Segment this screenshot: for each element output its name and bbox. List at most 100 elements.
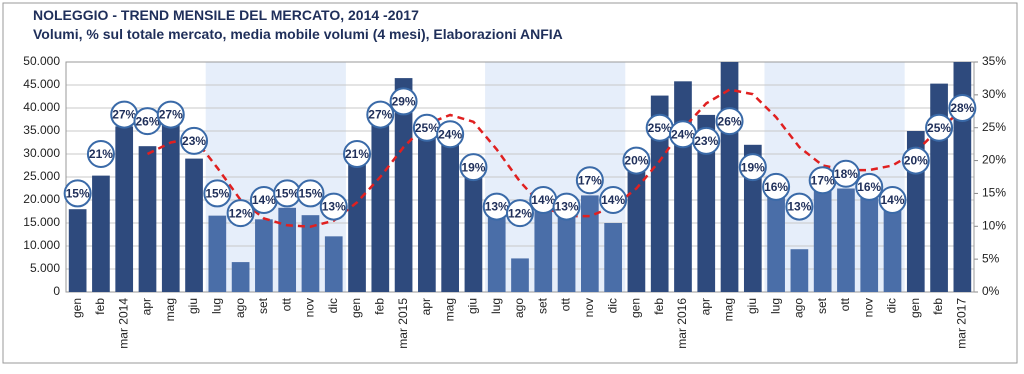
share-marker <box>226 199 255 228</box>
share-marker <box>459 153 488 182</box>
x-tick-label: set <box>815 297 829 314</box>
y-tick-label: 35.000 <box>23 123 60 137</box>
bar <box>92 175 110 292</box>
share-marker <box>575 166 604 195</box>
share-label: 26% <box>718 114 742 128</box>
share-label: 13% <box>787 200 811 214</box>
x-tick-label: ott <box>279 297 293 311</box>
x-tick-label: nov <box>582 298 596 317</box>
share-label: 19% <box>461 160 485 174</box>
share-marker <box>86 140 115 168</box>
share-label: 25% <box>415 121 439 135</box>
share-label: 13% <box>555 200 579 214</box>
share-label: 24% <box>438 127 462 141</box>
share-marker <box>156 100 185 129</box>
x-tick-label: feb <box>372 298 386 315</box>
bar <box>441 133 460 292</box>
y-tick-label: 5.000 <box>30 261 60 275</box>
share-label: 21% <box>89 147 113 161</box>
share-marker <box>622 146 651 175</box>
share-label: 28% <box>950 101 974 115</box>
y-tick-label: 15.000 <box>23 215 60 229</box>
bar <box>860 197 879 292</box>
share-label: 23% <box>182 134 206 148</box>
x-tick-label: lug <box>489 298 503 314</box>
x-tick-label: ago <box>512 298 526 318</box>
bar <box>464 165 483 292</box>
share-label: 14% <box>252 193 276 207</box>
x-tick-label: mar 2016 <box>675 298 689 349</box>
y-tick-label: 45.000 <box>23 77 60 91</box>
share-label: 23% <box>694 134 718 148</box>
bar <box>720 62 739 292</box>
share-label: 29% <box>392 95 416 109</box>
share-marker <box>389 87 418 116</box>
y2-tick-label: 20% <box>982 153 1006 167</box>
bar <box>557 216 576 292</box>
x-tick-label: ott <box>559 297 573 311</box>
x-tick-label: lug <box>768 298 782 314</box>
x-tick-label: mar 2015 <box>396 298 410 349</box>
share-marker <box>762 172 791 201</box>
x-tick-label: giu <box>745 298 759 314</box>
share-label: 14% <box>531 193 555 207</box>
share-marker <box>855 172 884 201</box>
x-tick-label: mag <box>442 298 456 321</box>
y-tick-label: 20.000 <box>23 192 60 206</box>
share-marker <box>436 120 465 149</box>
y-tick-label: 0 <box>53 284 60 298</box>
share-marker <box>925 113 954 142</box>
y2-tick-label: 35% <box>982 54 1006 68</box>
x-tick-label: gen <box>349 298 363 318</box>
x-tick-label: feb <box>93 298 107 315</box>
share-label: 21% <box>345 147 369 161</box>
share-label: 20% <box>904 154 928 168</box>
share-label: 26% <box>135 114 159 128</box>
bar <box>324 236 343 292</box>
bar <box>278 207 297 292</box>
bar <box>371 121 390 292</box>
x-tick-label: ago <box>233 298 247 318</box>
x-tick-label: nov <box>303 298 317 317</box>
x-tick-label: dic <box>326 298 340 313</box>
x-tick-label: set <box>535 297 549 314</box>
share-label: 12% <box>508 206 532 220</box>
x-tick-label: giu <box>186 298 200 314</box>
x-tick-label: lug <box>210 298 224 314</box>
x-tick-label: apr <box>419 298 433 315</box>
share-label: 17% <box>578 173 602 187</box>
x-tick-label: apr <box>140 298 154 315</box>
bar <box>418 131 436 292</box>
bar <box>231 262 250 292</box>
share-marker <box>692 126 721 155</box>
share-label: 15% <box>205 187 229 201</box>
share-marker <box>180 126 209 155</box>
y2-tick-label: 25% <box>982 120 1006 134</box>
chart-subtitle: Volumi, % sul totale mercato, media mobi… <box>33 26 563 42</box>
x-tick-label: ott <box>838 297 852 311</box>
share-label: 20% <box>624 154 648 168</box>
share-marker <box>831 159 860 188</box>
y2-tick-label: 30% <box>982 87 1006 101</box>
bar <box>883 200 902 292</box>
share-label: 13% <box>322 200 346 214</box>
y-tick-label: 10.000 <box>23 238 60 252</box>
x-tick-label: dic <box>605 298 619 313</box>
bar <box>674 81 692 292</box>
y2-tick-label: 5% <box>982 251 1000 265</box>
share-label: 18% <box>834 167 858 181</box>
bar <box>534 209 553 292</box>
share-label: 13% <box>485 200 509 214</box>
x-tick-label: giu <box>466 298 480 314</box>
share-marker <box>552 192 581 221</box>
bar <box>208 215 227 292</box>
bar <box>511 258 529 292</box>
share-label: 16% <box>857 180 881 194</box>
bar <box>650 95 669 292</box>
bar <box>185 158 203 292</box>
share-marker <box>506 199 534 228</box>
share-label: 27% <box>159 108 183 122</box>
bar <box>138 146 157 292</box>
share-marker <box>785 192 814 221</box>
x-tick-label: mag <box>722 298 736 321</box>
